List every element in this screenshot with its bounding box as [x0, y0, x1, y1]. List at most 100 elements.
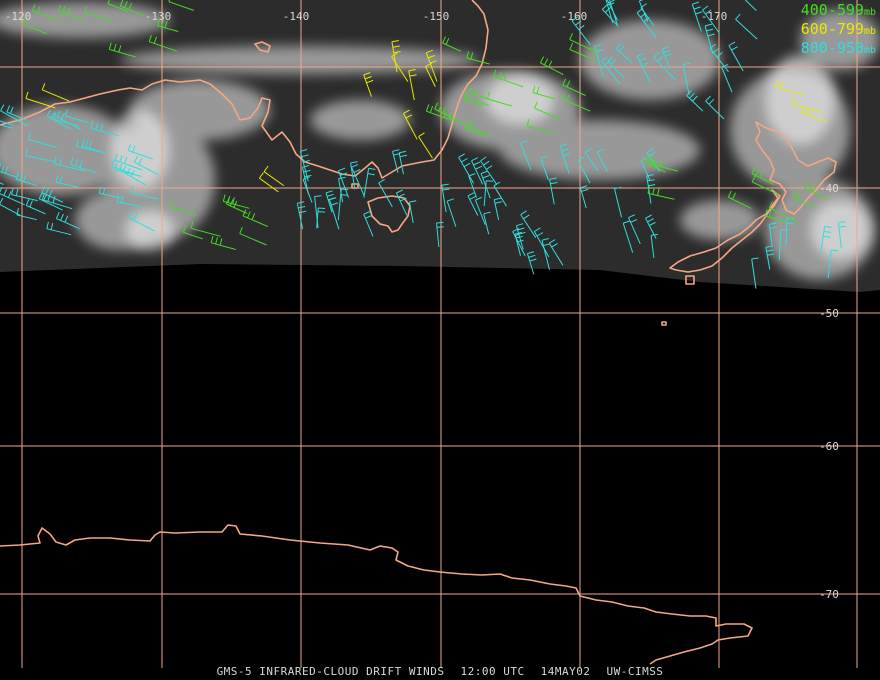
wind-barb: [764, 209, 787, 223]
wind-barb: [38, 192, 63, 211]
wind-barb: [338, 176, 346, 203]
wind-barb: [804, 181, 829, 201]
australia-north-coast: [254, 41, 271, 53]
antarctica-coastline: [0, 524, 753, 665]
wind-barb: [391, 40, 401, 73]
lon-label-130: -130: [145, 10, 172, 23]
wind-barb: [526, 119, 556, 135]
wind-barb: [728, 41, 744, 72]
wind-barb: [768, 201, 798, 223]
wind-barb: [549, 177, 558, 205]
lon-label-150: -150: [423, 10, 450, 23]
gulf-island: [351, 183, 359, 189]
wind-barb: [541, 238, 551, 270]
wind-barb: [46, 109, 71, 130]
legend-400-599-unit: mb: [863, 7, 876, 18]
wind-barb: [596, 148, 608, 172]
wind-barb: [686, 90, 704, 112]
wind-barb: [691, 1, 703, 32]
wind-barb: [577, 156, 591, 184]
wind-barb: [571, 16, 591, 46]
wind-barb: [526, 251, 537, 275]
wind-barb: [127, 143, 153, 160]
wind-barb: [16, 207, 37, 221]
wind-barb: [727, 190, 752, 209]
wind-barb: [682, 62, 691, 95]
wind-barb: [474, 196, 486, 225]
wind-barb: [515, 223, 526, 250]
lat-label-40: -40: [819, 182, 839, 195]
legend-600-799: 600-799mb: [801, 21, 876, 40]
wind-barb: [561, 92, 591, 112]
legend-400-599-range: 400-599: [800, 1, 864, 19]
wind-barb: [614, 186, 622, 218]
wind-barb: [837, 221, 846, 249]
wind-barb: [378, 178, 393, 207]
new-zealand-south-island: [669, 189, 781, 273]
wind-barb: [594, 43, 604, 77]
wind-barb: [721, 63, 733, 93]
wind-barb: [647, 186, 675, 200]
wind-barb: [539, 56, 564, 76]
wind-barb: [84, 5, 115, 22]
wind-barb: [520, 140, 532, 171]
wind-barb: [116, 194, 142, 208]
wind-barb: [442, 36, 462, 52]
wind-barb: [25, 198, 46, 215]
wind-barb: [467, 192, 479, 216]
wind-barb: [768, 222, 777, 247]
wind-barb: [493, 197, 502, 221]
lon-label-140: -140: [283, 10, 310, 23]
wind-barb: [363, 211, 374, 237]
wind-barb: [363, 167, 376, 198]
wind-barb: [53, 112, 80, 127]
wind-barb: [225, 197, 248, 214]
wind-barb: [425, 104, 449, 120]
wind-barb: [128, 211, 156, 232]
wind-barb: [480, 170, 491, 199]
wind-barb: [408, 200, 417, 223]
wind-barb: [468, 173, 477, 198]
wind-barb: [540, 155, 549, 181]
wind-barb: [148, 34, 178, 52]
lat-label-70: -70: [819, 588, 839, 601]
wind-barb: [533, 227, 550, 258]
pressure-legend: 400-599mb 600-799mb 800-950mb: [801, 2, 876, 59]
wind-barb: [25, 148, 57, 163]
wind-barb: [130, 185, 159, 200]
wind-barb: [168, 0, 194, 11]
wind-barb: [636, 52, 651, 83]
wind-barb: [441, 183, 450, 213]
lat-label-60: -60: [819, 440, 839, 453]
wind-barb: [615, 43, 633, 64]
wind-barb: [653, 52, 676, 80]
wind-barb: [532, 85, 556, 100]
wind-barb: [25, 91, 56, 109]
wind-barb: [793, 191, 815, 209]
wind-barb: [436, 221, 444, 247]
wind-barb: [751, 257, 759, 289]
wind-barb: [483, 211, 491, 235]
wind-barb: [705, 95, 725, 120]
wind-barb: [0, 164, 18, 178]
wind-barb: [408, 69, 417, 101]
wind-barb: [418, 132, 433, 159]
wind-barb: [569, 33, 599, 54]
wind-barb: [15, 172, 38, 187]
latitude-labels: -40 -50 -60 -70: [819, 182, 839, 601]
wind-barb: [190, 221, 221, 237]
legend-800-950-range: 800-950: [800, 39, 864, 57]
wind-barb: [57, 4, 84, 21]
wind-barb: [569, 42, 596, 62]
wind-barb: [434, 102, 458, 121]
infrared-cloud-imagery: [0, 0, 880, 292]
wind-barb: [446, 198, 457, 227]
wind-barb: [337, 188, 349, 221]
wind-barb: [636, 8, 657, 38]
wind-barb: [466, 51, 490, 65]
wind-barb: [222, 194, 250, 209]
wind-barb: [107, 0, 129, 12]
wind-barb: [0, 197, 21, 216]
wind-barb: [704, 23, 715, 54]
